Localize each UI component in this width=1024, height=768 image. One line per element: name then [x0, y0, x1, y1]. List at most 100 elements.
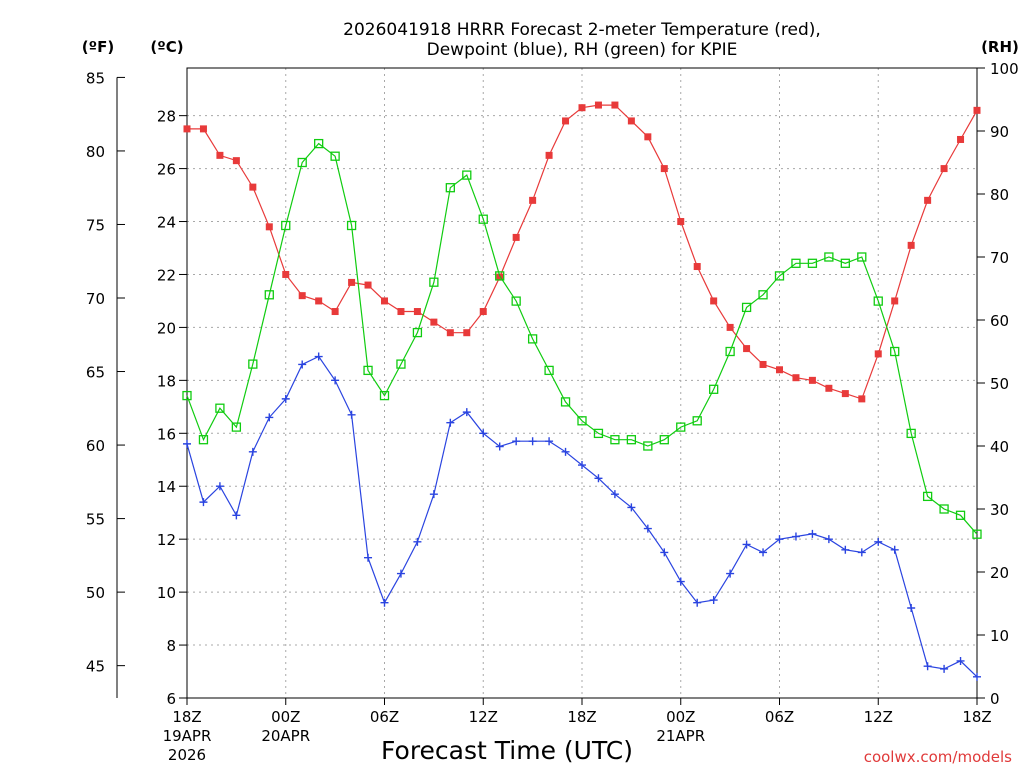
rh-point — [215, 403, 225, 413]
dewpoint-point — [495, 442, 504, 451]
rh-point — [445, 183, 455, 193]
dewpoint-point — [676, 577, 685, 586]
x-tick-label: 12Z — [469, 708, 498, 726]
dewpoint-point — [808, 529, 817, 538]
temperature-point — [874, 350, 882, 358]
rh-unit-label: (RH) — [981, 38, 1019, 56]
rh-point — [495, 271, 505, 281]
rh-point — [527, 334, 538, 344]
dewpoint-point — [660, 548, 669, 557]
temperature-point — [578, 104, 586, 112]
celsius-tick-label: 6 — [166, 690, 176, 708]
dewpoint-point — [775, 535, 784, 544]
data-series — [182, 101, 982, 681]
x-tick-label: 18Z — [962, 708, 991, 726]
temperature-point — [496, 273, 504, 281]
rh-point — [577, 416, 587, 426]
dewpoint-point — [956, 656, 965, 665]
series-2-meter-temperature — [183, 101, 981, 403]
x-axis-title: Forecast Time (UTC) — [381, 736, 633, 765]
temperature-point — [216, 151, 224, 159]
celsius-tick-label: 14 — [157, 478, 176, 496]
rh-point — [709, 384, 719, 394]
rh-point — [593, 428, 604, 439]
dewpoint-point — [331, 376, 340, 385]
temperature-point — [792, 374, 800, 382]
rh-tick-label: 40 — [990, 438, 1009, 456]
temperature-point — [891, 297, 899, 305]
dewpoint-point — [446, 418, 455, 427]
dewpoint-point — [364, 553, 373, 562]
rh-point — [643, 441, 653, 451]
temperature-point — [298, 292, 306, 300]
rh-tick-label: 10 — [990, 627, 1009, 645]
rh-tick-label: 20 — [990, 564, 1009, 582]
rh-point — [676, 422, 686, 432]
x-tick-label: 00Z — [271, 708, 300, 726]
rh-point — [544, 365, 554, 376]
rh-point — [972, 529, 982, 539]
temperature-point — [776, 366, 783, 374]
rh-point — [462, 170, 472, 180]
fahrenheit-unit-label: (ºF) — [82, 38, 114, 56]
dewpoint-point — [199, 498, 208, 507]
temperature-point — [759, 360, 767, 368]
rh-point — [231, 422, 242, 432]
celsius-unit-label: (ºC) — [150, 38, 183, 56]
dewpoint-point — [380, 598, 389, 607]
celsius-tick-label: 12 — [157, 531, 176, 549]
fahrenheit-tick-label: 80 — [86, 143, 105, 161]
dewpoint-point — [265, 413, 274, 422]
dewpoint-point — [742, 540, 751, 549]
dewpoint-point — [693, 598, 702, 607]
rh-tick-label: 70 — [990, 249, 1009, 267]
celsius-tick-label: 26 — [157, 161, 176, 179]
rh-point — [560, 397, 571, 407]
rh-point — [610, 435, 620, 445]
dewpoint-point — [824, 535, 833, 544]
rh-tick-label: 30 — [990, 501, 1009, 519]
x-tick-label: 12Z — [864, 708, 893, 726]
dewpoint-point — [512, 437, 521, 446]
dewpoint-point — [479, 429, 488, 438]
dewpoint-point — [545, 437, 554, 446]
dewpoint-point — [396, 569, 405, 578]
rh-point — [955, 510, 966, 520]
rh-point — [281, 220, 291, 231]
rh-point — [363, 365, 373, 376]
temperature-point — [315, 297, 323, 305]
celsius-tick-label: 28 — [157, 108, 176, 126]
rh-point — [297, 157, 307, 168]
dewpoint-point — [561, 447, 570, 456]
rh-point — [758, 290, 768, 300]
rh-point — [478, 214, 488, 224]
rh-point — [840, 258, 850, 268]
temperature-point — [957, 135, 965, 143]
dewpoint-point — [528, 437, 537, 446]
title-line-1: 2026041918 HRRR Forecast 2-meter Tempera… — [343, 20, 821, 40]
rh-tick-label: 50 — [990, 375, 1009, 393]
dewpoint-point — [973, 672, 981, 681]
rh-tick-label: 80 — [990, 186, 1009, 204]
temperature-point — [183, 125, 191, 133]
rh-point — [791, 258, 801, 268]
rh-point — [248, 359, 258, 369]
dewpoint-point — [709, 596, 718, 605]
x-tick-label: 2026 — [168, 746, 206, 764]
x-tick-label: 18Z — [172, 708, 201, 726]
temperature-point — [512, 233, 520, 241]
temperature-point — [611, 101, 619, 109]
rh-point — [314, 138, 324, 149]
fahrenheit-tick-label: 55 — [86, 511, 105, 529]
x-tick-label: 18Z — [567, 708, 596, 726]
x-tick-label: 20APR — [261, 727, 310, 745]
rh-point — [379, 390, 390, 401]
rh-point — [264, 290, 274, 300]
dewpoint-point — [726, 569, 735, 578]
celsius-tick-label: 22 — [157, 266, 176, 284]
dewpoint-point — [298, 360, 307, 369]
rh-point — [741, 302, 752, 313]
rh-point — [906, 428, 916, 439]
rh-point — [824, 252, 834, 262]
temperature-point — [693, 263, 701, 271]
